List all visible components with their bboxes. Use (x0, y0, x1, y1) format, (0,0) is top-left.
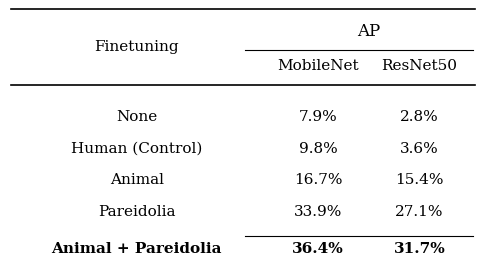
Text: AP: AP (357, 23, 380, 40)
Text: ResNet50: ResNet50 (382, 59, 457, 73)
Text: 31.7%: 31.7% (394, 241, 445, 256)
Text: 16.7%: 16.7% (294, 173, 342, 187)
Text: 33.9%: 33.9% (294, 205, 342, 219)
Text: Animal + Pareidolia: Animal + Pareidolia (52, 241, 222, 256)
Text: 27.1%: 27.1% (395, 205, 444, 219)
Text: 36.4%: 36.4% (292, 241, 344, 256)
Text: Animal: Animal (110, 173, 164, 187)
Text: None: None (116, 110, 157, 124)
Text: MobileNet: MobileNet (277, 59, 359, 73)
Text: 7.9%: 7.9% (298, 110, 337, 124)
Text: 3.6%: 3.6% (400, 142, 439, 156)
Text: Finetuning: Finetuning (94, 40, 179, 54)
Text: 2.8%: 2.8% (400, 110, 439, 124)
Text: 15.4%: 15.4% (395, 173, 444, 187)
Text: Human (Control): Human (Control) (71, 142, 202, 156)
Text: 9.8%: 9.8% (298, 142, 337, 156)
Text: Pareidolia: Pareidolia (98, 205, 175, 219)
